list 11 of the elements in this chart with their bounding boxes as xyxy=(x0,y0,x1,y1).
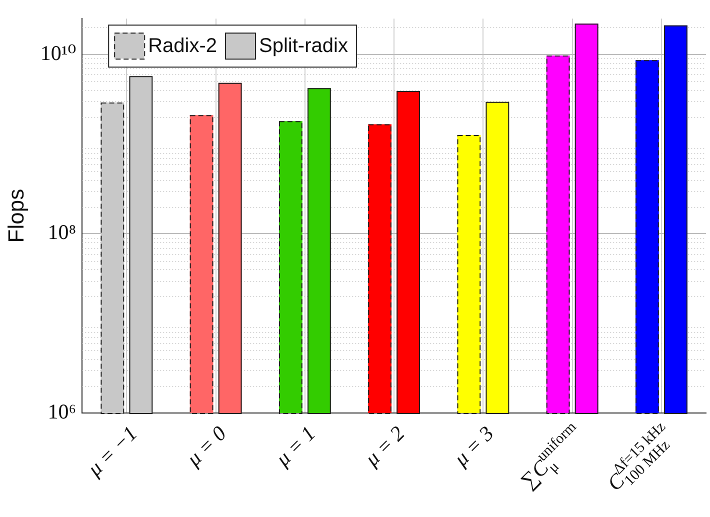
x-tick-label: μ = 0 xyxy=(180,420,232,472)
legend-label: Split-radix xyxy=(259,35,348,58)
x-tick-label: μ = 3 xyxy=(448,421,498,472)
legend-label: Radix-2 xyxy=(148,35,218,58)
y-tick-label: 10¹⁰ xyxy=(40,40,76,65)
x-tick-label: μ = 2 xyxy=(359,420,410,472)
y-tick-label: 10⁶ xyxy=(48,400,76,424)
x-tick-label: μ = −1 xyxy=(82,421,142,482)
x-tick-label: μ = 1 xyxy=(270,421,320,472)
y-tick-label: 10⁸ xyxy=(48,220,76,244)
y-axis-title: Flops xyxy=(3,188,28,243)
